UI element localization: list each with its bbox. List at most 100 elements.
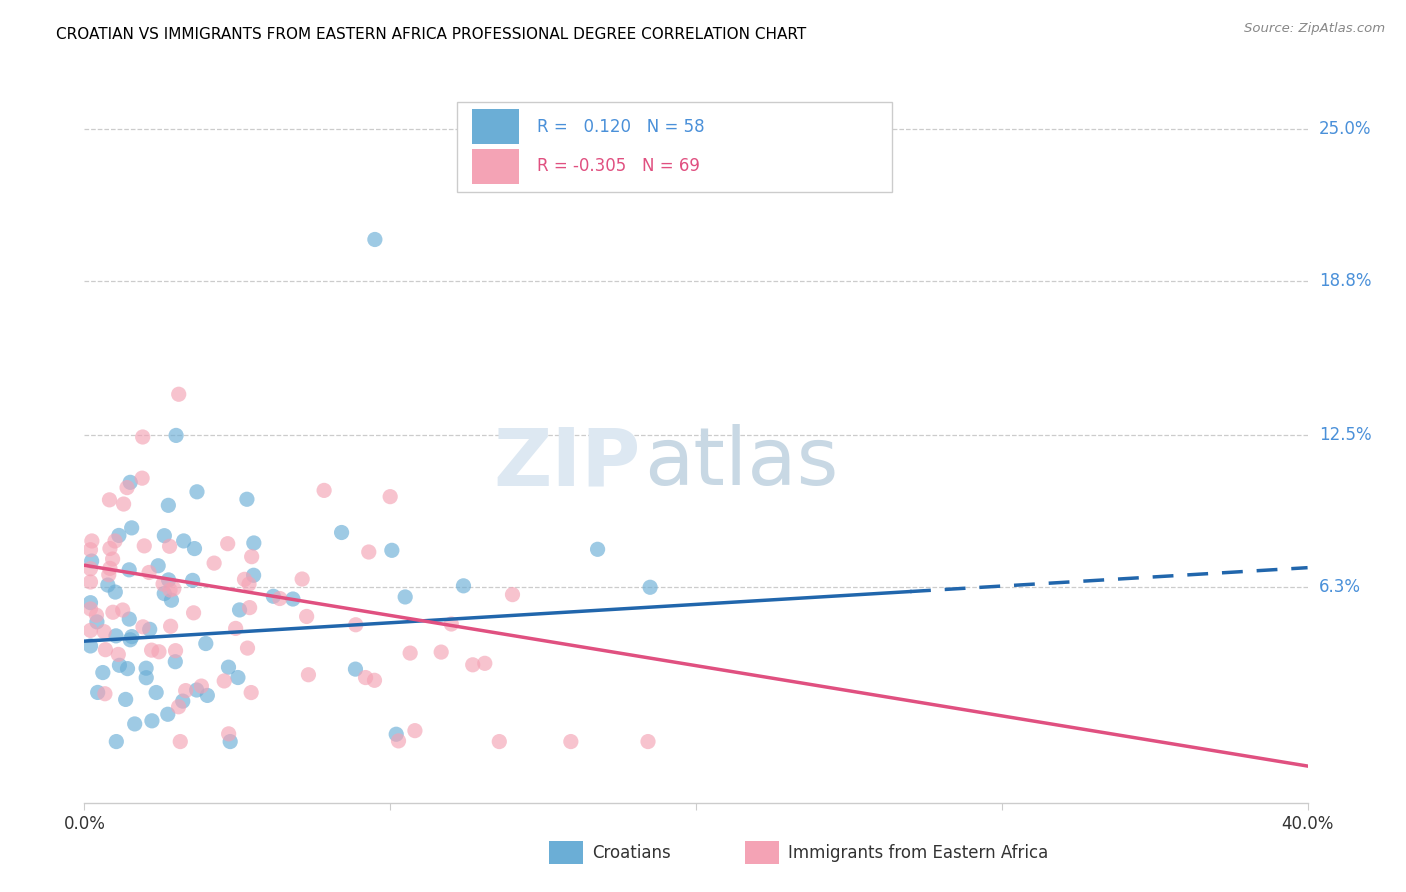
Point xyxy=(218,660,240,674)
Text: Croatians: Croatians xyxy=(592,845,671,863)
Point xyxy=(79,602,101,616)
Point xyxy=(226,671,249,685)
Point xyxy=(145,685,167,699)
Point xyxy=(80,533,103,548)
Point xyxy=(225,621,247,635)
Point xyxy=(638,580,661,594)
Point xyxy=(269,591,291,606)
Point xyxy=(474,657,496,671)
Point xyxy=(236,641,259,656)
Point xyxy=(453,579,475,593)
Point xyxy=(135,661,157,675)
Point xyxy=(186,683,208,698)
Point xyxy=(159,582,181,597)
Point xyxy=(94,642,117,657)
Point xyxy=(152,577,174,591)
Point xyxy=(104,533,127,548)
Point xyxy=(242,568,264,582)
Point xyxy=(181,574,204,588)
Point xyxy=(79,624,101,638)
Point xyxy=(218,727,240,741)
Point xyxy=(117,662,139,676)
Point xyxy=(146,558,169,573)
Point xyxy=(157,499,180,513)
Point xyxy=(98,492,121,507)
Point xyxy=(240,685,263,699)
Point xyxy=(637,734,659,748)
Point xyxy=(134,539,156,553)
Point xyxy=(195,689,218,703)
Point xyxy=(295,609,318,624)
Text: R = -0.305   N = 69: R = -0.305 N = 69 xyxy=(537,157,700,175)
Point xyxy=(157,573,180,587)
Point xyxy=(97,578,120,592)
Point xyxy=(159,539,181,553)
Point xyxy=(212,673,235,688)
Point xyxy=(173,533,195,548)
Point xyxy=(194,636,217,650)
Point xyxy=(174,683,197,698)
Point xyxy=(86,685,108,699)
Point xyxy=(586,542,609,557)
Point xyxy=(167,387,190,401)
Point xyxy=(105,629,128,643)
Point xyxy=(172,694,194,708)
Point xyxy=(148,645,170,659)
Bar xyxy=(472,109,519,144)
Point xyxy=(141,643,163,657)
Point xyxy=(183,541,205,556)
Point xyxy=(111,603,134,617)
Point xyxy=(228,603,250,617)
FancyBboxPatch shape xyxy=(457,102,891,193)
Point xyxy=(394,590,416,604)
Bar xyxy=(550,841,583,864)
Point xyxy=(461,657,484,672)
Point xyxy=(94,687,117,701)
Point xyxy=(112,497,135,511)
Text: CROATIAN VS IMMIGRANTS FROM EASTERN AFRICA PROFESSIONAL DEGREE CORRELATION CHART: CROATIAN VS IMMIGRANTS FROM EASTERN AFRI… xyxy=(56,27,807,42)
Point xyxy=(502,588,524,602)
Point xyxy=(98,541,121,556)
Point xyxy=(202,556,225,570)
Point xyxy=(86,615,108,629)
Point xyxy=(163,582,186,596)
Point xyxy=(98,561,121,575)
Bar xyxy=(745,841,779,864)
Point xyxy=(101,605,124,619)
Point xyxy=(363,673,385,688)
Point xyxy=(79,574,101,589)
Text: Source: ZipAtlas.com: Source: ZipAtlas.com xyxy=(1244,22,1385,36)
Point xyxy=(190,679,212,693)
Text: 18.8%: 18.8% xyxy=(1319,272,1371,290)
Point xyxy=(404,723,426,738)
Point xyxy=(430,645,453,659)
Point xyxy=(79,562,101,576)
Point xyxy=(79,542,101,557)
Point xyxy=(132,620,155,634)
Point xyxy=(114,692,136,706)
Point xyxy=(186,484,208,499)
Point xyxy=(120,475,142,490)
Point xyxy=(141,714,163,728)
Point xyxy=(344,662,367,676)
Point xyxy=(240,549,263,564)
Point xyxy=(381,543,404,558)
Point xyxy=(124,717,146,731)
Point xyxy=(488,734,510,748)
Point xyxy=(560,734,582,748)
Point xyxy=(239,600,262,615)
Point xyxy=(291,572,314,586)
Point xyxy=(118,612,141,626)
Point xyxy=(387,734,409,748)
Point xyxy=(344,617,367,632)
Point xyxy=(233,572,256,586)
Point xyxy=(385,727,408,741)
Point xyxy=(165,655,187,669)
Point xyxy=(169,734,191,748)
Point xyxy=(399,646,422,660)
Point xyxy=(330,525,353,540)
Point xyxy=(219,734,242,748)
Point xyxy=(91,665,114,680)
Point xyxy=(131,430,153,444)
Point xyxy=(80,554,103,568)
